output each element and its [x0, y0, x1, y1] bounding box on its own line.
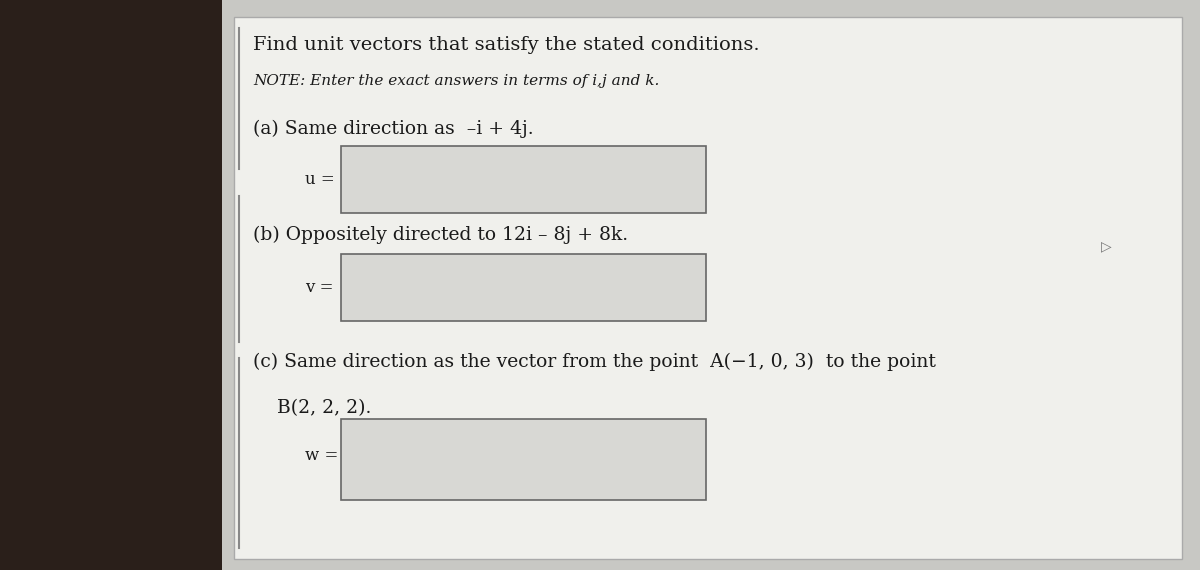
Text: NOTE: Enter the exact answers in terms of i,j and k.: NOTE: Enter the exact answers in terms o…	[253, 74, 659, 88]
Text: (c) Same direction as the vector from the point  A(−1, 0, 3)  to the point: (c) Same direction as the vector from th…	[253, 353, 936, 371]
FancyBboxPatch shape	[341, 420, 706, 500]
Text: B(2, 2, 2).: B(2, 2, 2).	[277, 399, 371, 417]
Text: v =: v =	[305, 279, 334, 296]
Text: Find unit vectors that satisfy the stated conditions.: Find unit vectors that satisfy the state…	[253, 36, 760, 54]
Bar	[234, 17, 1182, 559]
Text: (b) Oppositely directed to 12i – 8j + 8k.: (b) Oppositely directed to 12i – 8j + 8k…	[253, 226, 628, 244]
Text: ▷: ▷	[1102, 239, 1112, 253]
Bar	[0, 0, 222, 570]
FancyBboxPatch shape	[341, 254, 706, 321]
Text: u =: u =	[305, 171, 335, 188]
Text: w =: w =	[305, 447, 338, 464]
Text: (a) Same direction as  –i + 4j.: (a) Same direction as –i + 4j.	[253, 120, 534, 139]
FancyBboxPatch shape	[341, 146, 706, 213]
